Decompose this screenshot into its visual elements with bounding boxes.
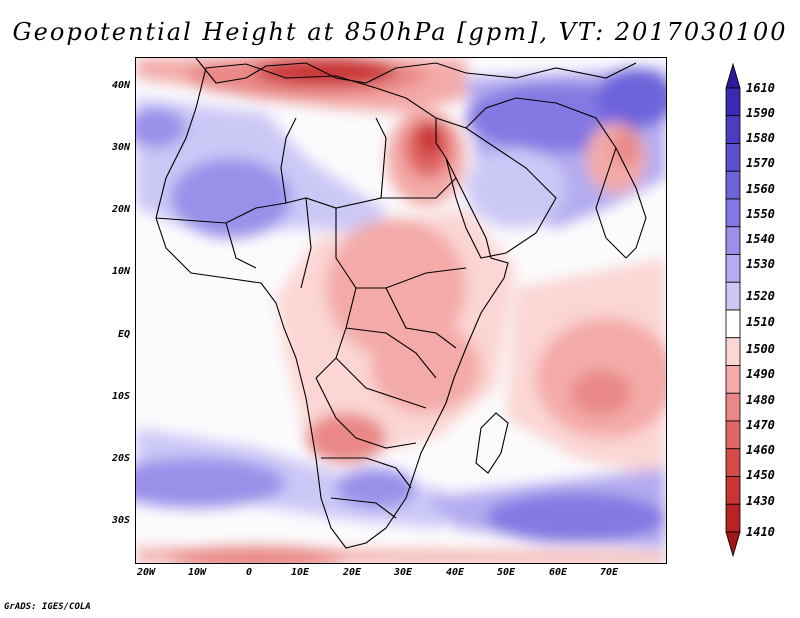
lat-tick-label: 30N — [111, 142, 130, 153]
colorbar-level: 1570 — [746, 156, 775, 170]
colorbar-swatch — [725, 143, 741, 172]
lon-tick-label: 20E — [342, 567, 362, 578]
map-panel[interactable] — [135, 57, 667, 564]
lon-tick-label: 30E — [393, 567, 413, 578]
colorbar-swatch — [725, 309, 741, 339]
lat-tick-label: 10S — [111, 391, 130, 402]
lat-tick-label: EQ — [117, 329, 130, 340]
colorbar-top-arrow — [725, 62, 741, 89]
colorbar-level: 1540 — [746, 232, 775, 246]
map-title: Geopotential Height at 850hPa [gpm], VT:… — [12, 18, 788, 46]
colorbar-level: 1490 — [746, 367, 775, 381]
colorbar-swatch — [725, 87, 741, 117]
colorbar-swatch — [725, 476, 741, 505]
colorbar-bottom-arrow — [725, 531, 741, 558]
colorbar-swatch — [725, 503, 741, 533]
lon-tick-label: 60E — [548, 567, 568, 578]
colorbar-level: 1500 — [746, 342, 775, 356]
colorbar-level: 1480 — [746, 393, 775, 407]
lon-tick-label: 40E — [445, 567, 465, 578]
lon-tick-label: 20W — [136, 567, 156, 578]
colorbar-swatch — [725, 420, 741, 450]
height-field-shading — [136, 58, 666, 563]
coastlines — [155, 58, 647, 549]
geopotential-field — [136, 58, 666, 563]
lat-tick-label: 10N — [111, 266, 130, 277]
lon-tick-label: 70E — [599, 567, 619, 578]
colorbar-level: 1590 — [746, 106, 775, 120]
colorbar-level: 1460 — [746, 443, 775, 457]
colorbar-level: 1450 — [746, 468, 775, 482]
colorbar-level: 1550 — [746, 207, 775, 221]
colorbar-swatch — [725, 392, 741, 422]
lon-tick-label: 0 — [245, 567, 253, 578]
colorbar-swatch — [725, 448, 741, 477]
colorbar-level: 1430 — [746, 494, 775, 508]
colorbar — [725, 62, 741, 558]
lat-tick-label: 20N — [111, 204, 130, 215]
footer-credit: GrADS: IGES/COLA — [4, 602, 91, 612]
lat-tick-label: 40N — [111, 80, 130, 91]
colorbar-swatch — [725, 281, 741, 311]
colorbar-swatch — [725, 170, 741, 200]
colorbar-level: 1470 — [746, 418, 775, 432]
colorbar-swatch — [725, 226, 741, 255]
colorbar-swatch — [725, 337, 741, 366]
colorbar-swatch — [725, 198, 741, 228]
lat-tick-label: 30S — [111, 515, 130, 526]
colorbar-swatch — [725, 254, 741, 283]
colorbar-level: 1580 — [746, 131, 775, 145]
colorbar-swatch — [725, 365, 741, 394]
lat-tick-label: 20S — [111, 453, 130, 464]
colorbar-level: 1560 — [746, 182, 775, 196]
colorbar-swatch — [725, 115, 741, 144]
lon-tick-label: 10W — [187, 567, 207, 578]
colorbar-level: 1520 — [746, 289, 775, 303]
lon-tick-label: 50E — [496, 567, 516, 578]
lon-tick-label: 10E — [290, 567, 310, 578]
colorbar-level: 1530 — [746, 257, 775, 271]
colorbar-level: 1410 — [746, 525, 775, 539]
colorbar-level: 1610 — [746, 81, 775, 95]
colorbar-level: 1510 — [746, 315, 775, 329]
